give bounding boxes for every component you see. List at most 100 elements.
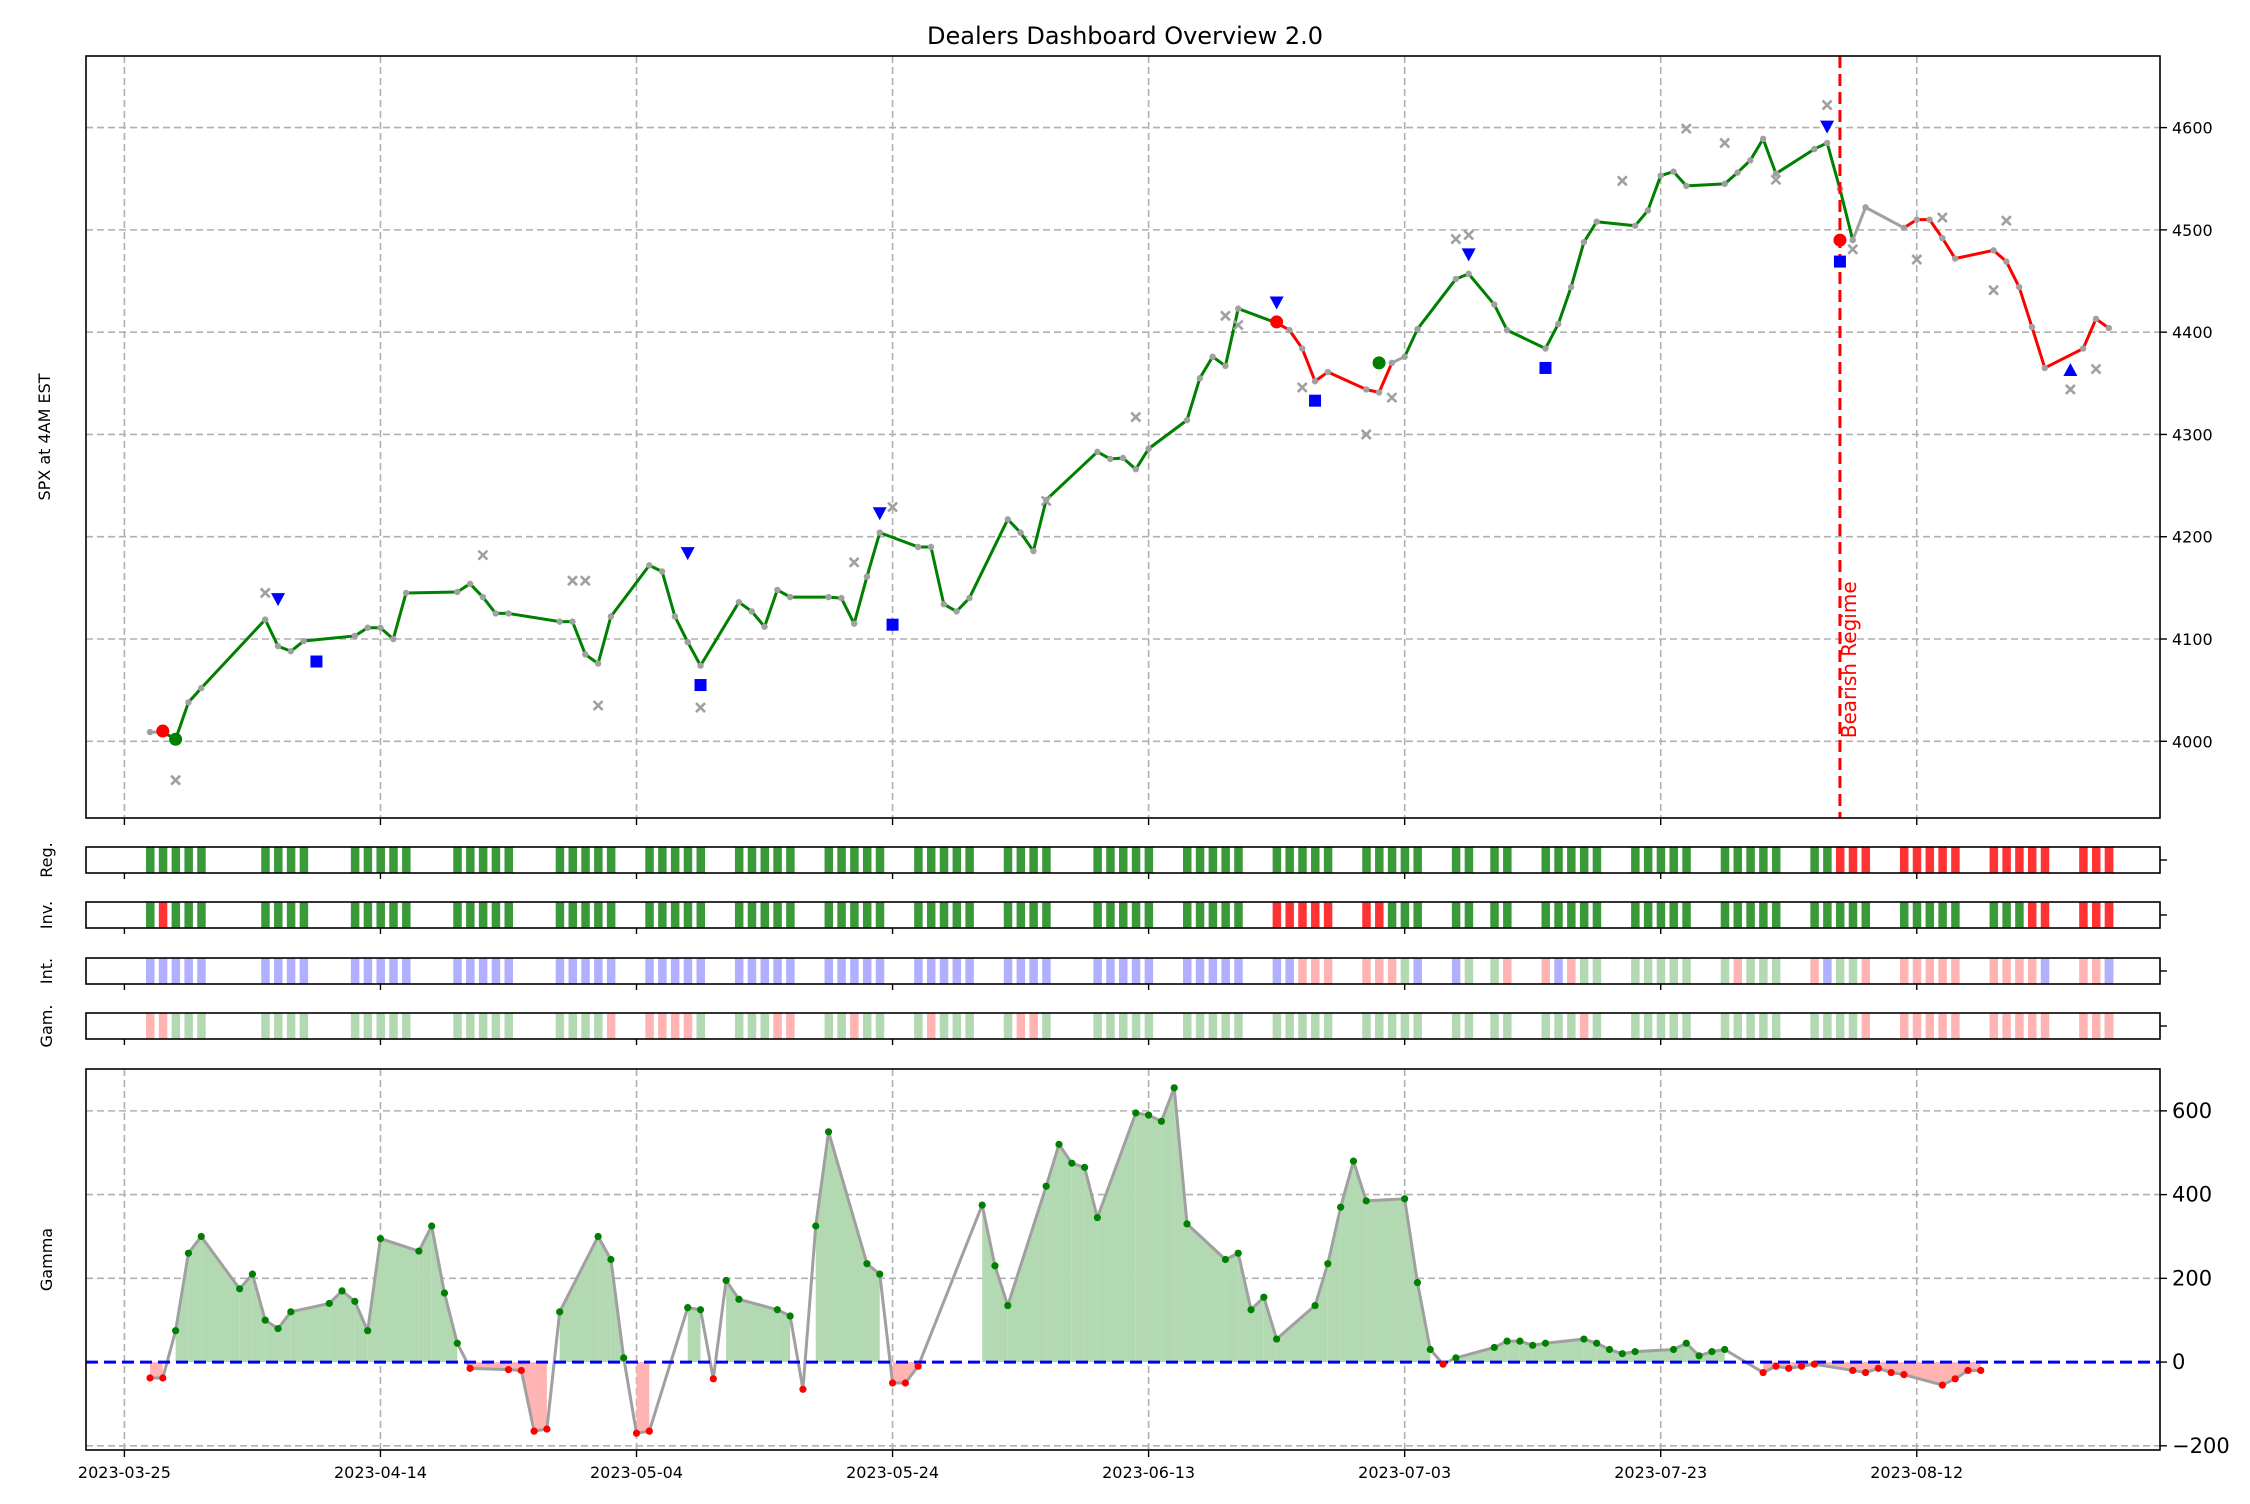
gamma-area-segment (1071, 1163, 1085, 1363)
price-ytick-label: 4300 (2172, 425, 2213, 444)
strip-cell (683, 847, 693, 873)
price-point (646, 562, 653, 569)
gamma-panel: −200 0 200 400 600 Gamma (37, 1068, 2230, 1458)
gamma-point (696, 1306, 705, 1314)
price-point (1196, 374, 1204, 382)
gamma-line-segment (353, 1300, 370, 1332)
signal-x-marker (170, 774, 182, 786)
gamma-area-segment (1187, 1223, 1226, 1363)
signal-triangle-up-marker (2063, 363, 2078, 377)
gamma-line-segment (1275, 1304, 1317, 1341)
strip-cell (1989, 1013, 1999, 1039)
gamma-point (287, 1308, 295, 1316)
strip-cell (1093, 1013, 1102, 1039)
price-point (1939, 234, 1946, 242)
strip-cell (1912, 958, 1922, 984)
x-stroke (1386, 392, 1398, 404)
strip-cell (1720, 847, 1730, 873)
price-point (1849, 236, 1856, 244)
price-point (658, 568, 666, 575)
x-stroke (1988, 284, 1999, 296)
strip-cell (568, 1013, 577, 1039)
gamma-line-segment (980, 1204, 997, 1267)
strip-cell (1208, 958, 1218, 984)
x-tick-label: 2023-07-03 (1358, 1463, 1451, 1482)
price-point (492, 610, 499, 617)
strip-cell (2015, 847, 2024, 873)
strip-cell (1106, 1013, 1115, 1039)
gamma-area-segment (1097, 1112, 1136, 1363)
strip-cell (1221, 902, 1230, 928)
price-point (1747, 157, 1754, 164)
strip-cell (773, 902, 782, 928)
strip-cell (696, 847, 706, 873)
strip-cell (875, 958, 885, 984)
strip-cell (760, 847, 770, 873)
price-point (1004, 516, 1011, 523)
strip-cell (158, 902, 168, 928)
strip-cell (862, 847, 872, 873)
strip-cell (645, 847, 654, 873)
gamma-area-segment (1507, 1341, 1520, 1363)
price-point (1414, 325, 1421, 333)
gamma-area-segment (738, 1299, 778, 1363)
gamma-area-segment (1340, 1161, 1354, 1363)
strip-cell (862, 1013, 872, 1039)
gamma-point (1260, 1293, 1268, 1301)
x-stroke (170, 774, 182, 786)
gamma-point (1618, 1350, 1626, 1358)
strip-cell (1733, 902, 1743, 928)
gamma-point (1669, 1345, 1678, 1354)
strip-cell (1221, 1013, 1230, 1039)
price-line-segment (865, 531, 882, 579)
strip-cell (2015, 958, 2024, 984)
gamma-point (645, 1427, 653, 1435)
strip-cell (478, 902, 488, 928)
strip-cell (1029, 902, 1038, 928)
strip-cell (1720, 902, 1730, 928)
strip-cell (453, 902, 462, 928)
strip-cell (658, 958, 667, 984)
strip-cell (1413, 1013, 1422, 1039)
price-point (1593, 218, 1600, 225)
strip-cell (274, 847, 283, 873)
price-point (2079, 345, 2087, 352)
gamma-line-segment (250, 1273, 267, 1321)
price-line-segment (1761, 137, 1778, 176)
strip-cell (914, 1013, 923, 1039)
x-stroke (592, 700, 604, 711)
strip-cell (1861, 1013, 1871, 1039)
strip-cell (850, 958, 859, 984)
strip-cell (1119, 958, 1128, 984)
price-point (850, 620, 858, 627)
strip-cell (171, 847, 181, 873)
gamma-line-segment (366, 1238, 382, 1331)
strip-cell (1823, 1013, 1832, 1039)
strip-cell (1016, 958, 1026, 984)
strip-cell (670, 847, 680, 873)
strip-cell (1861, 902, 1871, 928)
strip-cell (2040, 847, 2050, 873)
strip-cell (2091, 958, 2101, 984)
gamma-area-segment (687, 1307, 701, 1363)
strip-cell (158, 958, 168, 984)
gamma-point (1247, 1306, 1255, 1314)
price-line-segment (1236, 307, 1279, 325)
x-stroke (1450, 233, 1462, 245)
signal-x-marker (1847, 243, 1859, 255)
gamma-line-segment (379, 1237, 420, 1253)
strip-cell (1823, 847, 1832, 873)
signal-x-marker (1936, 212, 1948, 224)
signal-x-marker (1911, 254, 1923, 265)
x-stroke (695, 702, 706, 713)
strip-cell (837, 958, 846, 984)
strip-cell (1490, 847, 1499, 873)
gamma-area-segment (1955, 1362, 1968, 1379)
strip-cell (1759, 847, 1768, 873)
gamma-area-segment (290, 1303, 330, 1363)
strip-cell (914, 847, 923, 873)
signal-circle-marker (1270, 315, 1284, 329)
gamma-point (1337, 1203, 1345, 1211)
strip-cell (1810, 958, 1819, 984)
gamma-point (1529, 1341, 1537, 1349)
